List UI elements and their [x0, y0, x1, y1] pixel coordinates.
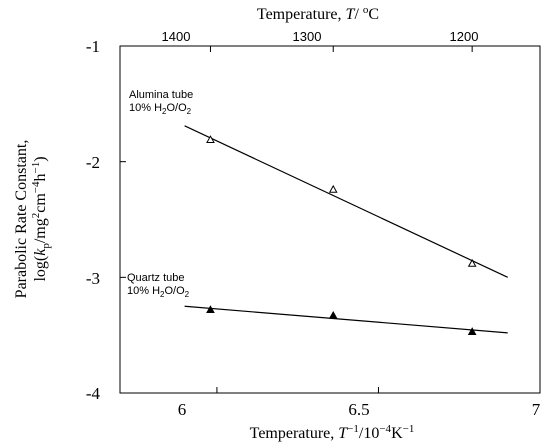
- series-layer: [184, 125, 508, 335]
- data-point-alumina: [206, 135, 215, 143]
- series-label-alumina-condition: 10% H2O/O2: [129, 102, 192, 116]
- top-tick-label: 1200: [450, 29, 479, 44]
- x-tick-label: 6: [178, 400, 187, 419]
- fit-line-alumina: [184, 125, 508, 278]
- y-tick-label: -1: [86, 37, 100, 56]
- top-tick-label: 1300: [293, 29, 322, 44]
- series-label-quartz: Quartz tube: [127, 272, 184, 284]
- y-tick-label: -2: [86, 153, 100, 172]
- data-point-alumina: [328, 184, 338, 193]
- y-tick-label: -3: [86, 269, 100, 288]
- data-point-quartz: [467, 327, 477, 335]
- y-axis-title-line2: log(kp/mg2cm−4h−1): [30, 156, 52, 281]
- x-axis-title: Temperature, T−1/10−4K−1: [250, 423, 415, 442]
- plot-frame: [119, 45, 541, 394]
- x-tick-label: 6.5: [348, 400, 369, 419]
- series-label-quartz-condition: 10% H2O/O2: [127, 285, 190, 299]
- data-point-quartz: [328, 310, 338, 319]
- series-label-alumina: Alumina tube: [129, 89, 193, 101]
- x-tick-label: 7: [532, 400, 541, 419]
- data-point-quartz: [206, 305, 215, 314]
- top-axis-title: Temperature, T/ oC: [257, 4, 379, 23]
- data-point-alumina: [467, 258, 477, 267]
- y-axis-title-line1: Parabolic Rate Constant,: [13, 140, 30, 299]
- top-tick-label: 1400: [162, 29, 191, 44]
- fit-line-quartz: [184, 305, 508, 334]
- y-tick-label: -4: [86, 384, 101, 403]
- axis-ticks: [120, 45, 541, 394]
